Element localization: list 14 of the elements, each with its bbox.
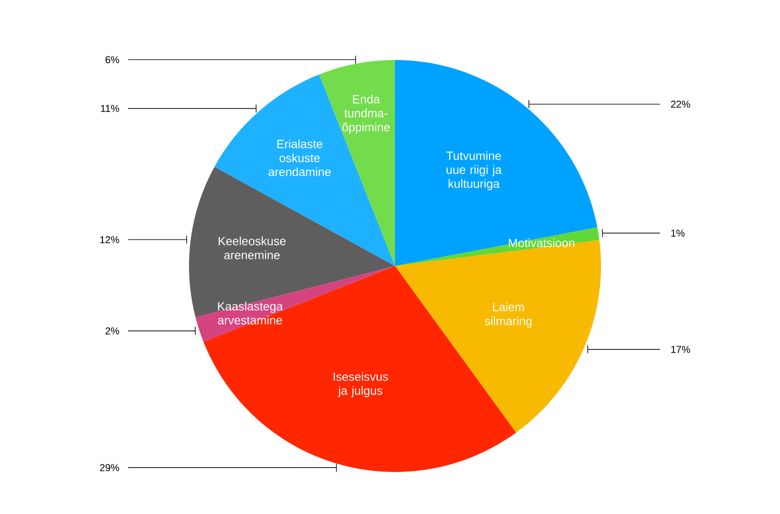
slice-label: Erialaste oskuste arendamine — [268, 139, 331, 176]
data-label: 2% — [106, 327, 120, 334]
data-label: 17% — [671, 346, 690, 353]
slice-label: Enda tundma-õppimine — [342, 94, 390, 134]
data-label: 1% — [671, 230, 685, 237]
slice-label: Iseseisvus ja julgus — [334, 372, 388, 398]
data-label: 22% — [671, 100, 690, 108]
data-label: 6% — [106, 56, 120, 64]
slice-label: Keeleoskuse arenemine — [218, 236, 286, 260]
slice-label: Tutvumine uue riigi ja kultuuriga — [446, 151, 502, 190]
data-label: 11% — [101, 104, 120, 112]
slice-label: Laiem silmaring — [484, 302, 532, 328]
data-label: 12% — [100, 236, 120, 244]
data-label: 29% — [100, 464, 120, 472]
